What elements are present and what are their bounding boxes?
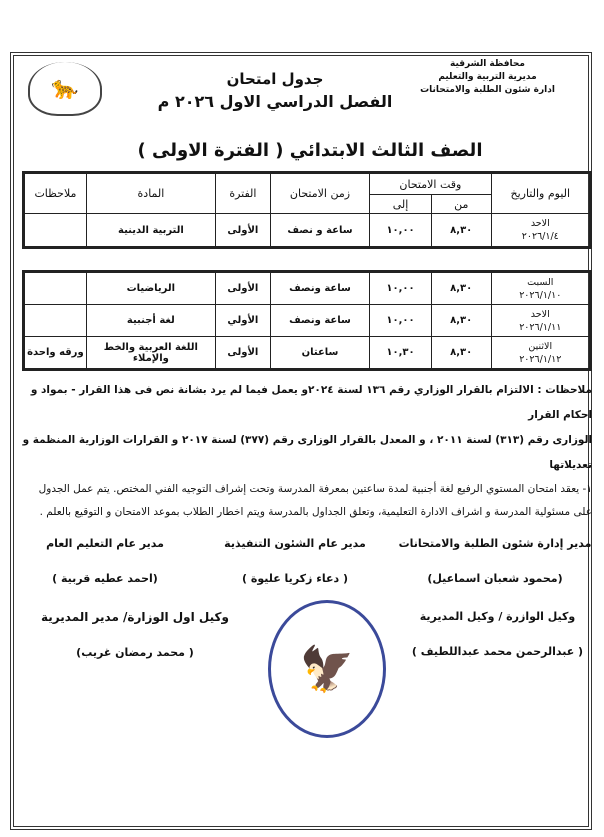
signature-title: مدير عام التعليم العام (46, 537, 164, 550)
col-duration: زمن الامتحان (269, 172, 371, 214)
from-cell: ٨,٣٠ (430, 271, 492, 305)
signature-name: ( محمد رمضان غريب) (76, 646, 194, 659)
from-cell: ٨,٣٠ (430, 336, 492, 370)
subject-cell: لغة أجنبية (85, 304, 216, 337)
period-cell: الأولي (214, 304, 271, 337)
table-row: السبت ٢٠٢٦/١/١٠ ٨,٣٠ ١٠,٠٠ ساعة ونصف الأو… (23, 271, 592, 305)
signature-block: وكيل اول الوزارة/ مدير المديرية ( محمد ر… (30, 610, 240, 659)
col-from: من (430, 194, 492, 214)
duration-cell: ساعة ونصف (269, 271, 371, 305)
table-row: الاحد ٢٠٢٦/١/٤ ٨,٣٠ ١٠,٠٠ ساعة و نصف الأو… (23, 213, 592, 248)
directorate-name: مديرية التربية والتعليم (438, 72, 537, 82)
notes-item-1: ١- يعقد امتحان المستوي الرفيع لغة أجنبية… (38, 483, 592, 518)
governorate-name: محافظة الشرقية (450, 59, 525, 69)
col-period: الفترة (214, 172, 271, 214)
to-cell: ١٠,٣٠ (369, 336, 432, 370)
col-subject: المادة (85, 172, 216, 214)
to-cell: ١٠,٠٠ (369, 304, 432, 337)
notes-line-1: ملاحظات : الالتزام بالقرار الوزاري رقم ١… (30, 384, 592, 421)
col-exam-time: وقت الامتحان (369, 172, 492, 195)
to-cell: ١٠,٠٠ (369, 271, 432, 305)
signature-block: مدير عام التعليم العام (احمد عطيه قربية … (30, 537, 180, 585)
subject-cell: التربية الدينية (85, 213, 216, 248)
department-name: ادارة شئون الطلبة والامتحانات (420, 85, 555, 95)
notes-cell (23, 271, 87, 305)
signature-name: (محمود شعبان اسماعيل) (427, 572, 563, 585)
subject-cell: الرياضيات (85, 271, 216, 305)
signature-title: وكيل الوازرة / وكيل المديرية (419, 610, 576, 623)
date-cell: الاثنين ٢٠٢٦/١/١٢ (490, 336, 592, 370)
duration-cell: ساعتان (269, 336, 371, 370)
signature-block: مدير عام الشئون التنفيذية ( دعاء زكريا ع… (210, 537, 380, 585)
notes-line-2: الوزارى رقم (٣١٣) لسنة ٢٠١١ ، و المعدل ب… (22, 434, 592, 471)
date-cell: الاحد ٢٠٢٦/١/٤ (490, 213, 592, 248)
directorate-header: محافظة الشرقية مديرية التربية والتعليم ا… (395, 58, 580, 118)
date-cell: الاحد ٢٠٢٦/١/١١ (490, 304, 592, 337)
schedule-table: السبت ٢٠٢٦/١/١٠ ٨,٣٠ ١٠,٠٠ ساعة ونصف الأو… (22, 270, 592, 371)
signature-title: مدير إدارة شئون الطلبة والامتحانات (398, 537, 592, 550)
period-cell: الأولى (214, 336, 271, 370)
period-cell: الأولى (214, 213, 271, 248)
ministry-logo-icon: 🐆 (28, 62, 102, 116)
document-title: جدول امتحان الفصل الدراسي الاول ٢٠٢٦ م (150, 70, 400, 111)
signature-block: وكيل الوازرة / وكيل المديرية ( عبدالرحمن… (400, 610, 595, 658)
table-row: الاثنين ٢٠٢٦/١/١٢ ٨,٣٠ ١٠,٣٠ ساعتان الأول… (23, 336, 592, 370)
signature-title: وكيل اول الوزارة/ مدير المديرية (41, 610, 229, 624)
signature-name: ( دعاء زكريا عليوة ) (241, 572, 348, 585)
col-to: إلى (369, 194, 432, 214)
class-title: الصف الثالث الابتدائي ( الفترة الاولى ) (137, 140, 483, 161)
schedule-table-header: اليوم والتاريخ وقت الامتحان زمن الامتحان… (22, 171, 592, 249)
col-date: اليوم والتاريخ (490, 172, 592, 214)
notes-cell (23, 304, 87, 337)
signature-name: ( عبدالرحمن محمد عبداللطيف ) (411, 645, 584, 658)
title-line-1: جدول امتحان (226, 70, 324, 88)
notes-section: ملاحظات : الالتزام بالقرار الوزاري رقم ١… (22, 378, 592, 524)
period-cell: الأولى (214, 271, 271, 305)
signature-block: مدير إدارة شئون الطلبة والامتحانات (محمو… (395, 537, 595, 585)
date-cell: السبت ٢٠٢٦/١/١٠ (490, 271, 592, 305)
notes-cell: ورقه واحدة (23, 336, 87, 370)
from-cell: ٨,٣٠ (430, 213, 492, 248)
official-stamp-icon: 🦅 (268, 600, 386, 738)
title-line-2: الفصل الدراسي الاول ٢٠٢٦ م (157, 92, 393, 111)
signature-name: (احمد عطيه قربية ) (52, 572, 158, 585)
from-cell: ٨,٣٠ (430, 304, 492, 337)
table-row: الاحد ٢٠٢٦/١/١١ ٨,٣٠ ١٠,٠٠ ساعة ونصف الأو… (23, 304, 592, 337)
duration-cell: ساعة و نصف (269, 213, 371, 248)
col-notes: ملاحظات (23, 172, 87, 214)
page-border (10, 52, 592, 830)
duration-cell: ساعة ونصف (269, 304, 371, 337)
subject-cell: اللغة العربية والخط والإملاء (85, 336, 216, 370)
signature-title: مدير عام الشئون التنفيذية (224, 537, 366, 550)
notes-cell (23, 213, 87, 248)
to-cell: ١٠,٠٠ (369, 213, 432, 248)
